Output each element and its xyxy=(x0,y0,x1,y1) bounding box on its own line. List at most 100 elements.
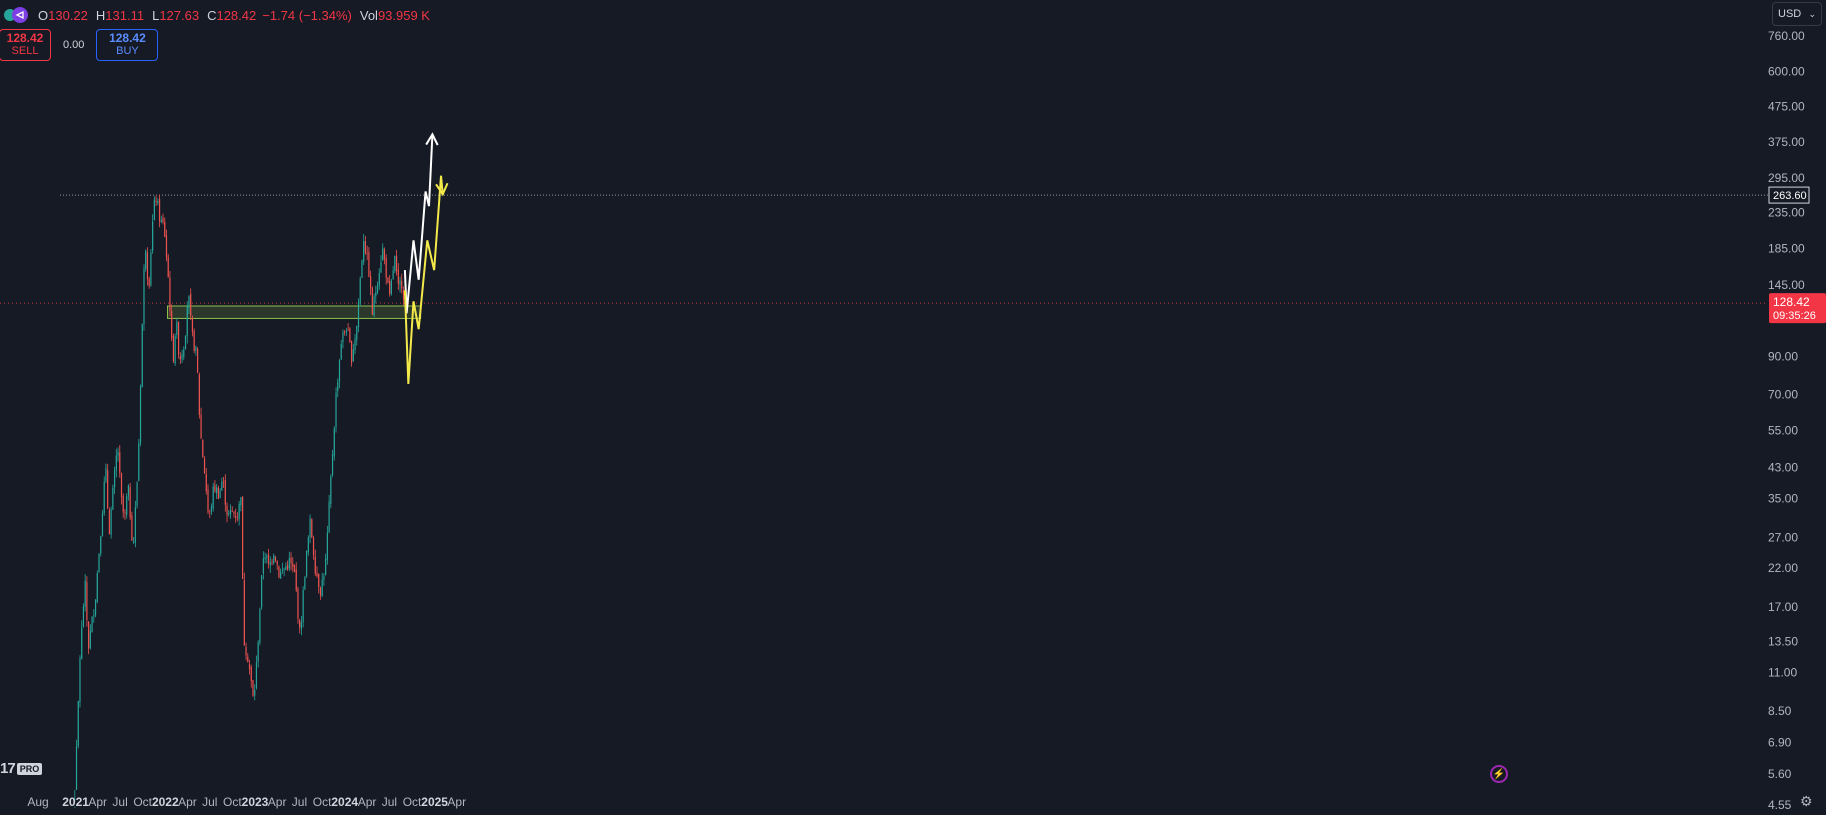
y-tick-label: 43.00 xyxy=(1768,461,1798,475)
candle-body xyxy=(179,356,181,360)
x-tick-label: Oct xyxy=(313,795,332,809)
candle-body xyxy=(370,275,372,289)
candle-body xyxy=(193,331,195,351)
candle-body xyxy=(217,487,219,500)
candle-body xyxy=(198,374,200,415)
candle-body xyxy=(119,452,121,473)
candle-body xyxy=(248,664,251,670)
tradingview-logo[interactable]: 17 PRO xyxy=(0,760,43,777)
candle-body xyxy=(402,290,405,300)
candle-body xyxy=(380,261,382,273)
support-zone xyxy=(167,305,422,319)
candle-body xyxy=(169,277,171,311)
candle-body xyxy=(255,662,258,688)
projection-white-path xyxy=(403,134,434,314)
candle-body xyxy=(373,296,375,316)
candle-body xyxy=(331,454,334,476)
candle-body xyxy=(385,257,387,278)
sell-button[interactable]: 128.42 SELL xyxy=(0,29,51,61)
candle-body xyxy=(280,572,282,579)
candle-body xyxy=(235,515,237,519)
symbol-icons[interactable] xyxy=(4,7,28,23)
candle-body xyxy=(100,536,102,554)
candle-body xyxy=(321,579,323,596)
candle-body xyxy=(207,489,209,512)
projection-white-path-arrowhead xyxy=(425,132,439,146)
candle-body xyxy=(160,220,162,223)
projection-yellow-path-arrowhead xyxy=(435,182,449,197)
candle-body xyxy=(141,323,143,388)
settings-gear-icon[interactable]: ⚙ xyxy=(1800,793,1813,809)
candle-body xyxy=(138,443,140,481)
y-tick-label: 6.90 xyxy=(1768,735,1792,749)
candle-body xyxy=(357,302,360,328)
candle-body xyxy=(226,505,228,516)
y-tick-label: 760.00 xyxy=(1768,29,1805,43)
trade-panel: 128.42 SELL 0.00 128.42 BUY xyxy=(0,29,159,61)
low-label: L xyxy=(152,7,160,23)
candle-body xyxy=(81,627,83,660)
x-tick-label: 2023 xyxy=(242,795,269,809)
y-tick-label: 375.00 xyxy=(1768,135,1805,149)
candle-body xyxy=(190,293,192,316)
candle-body xyxy=(389,280,391,294)
candle-body xyxy=(264,557,266,560)
candle-body xyxy=(148,278,150,287)
y-tick-label: 475.00 xyxy=(1768,100,1805,114)
candle-body xyxy=(222,482,225,483)
high-label: H xyxy=(95,7,106,23)
candle-body xyxy=(371,288,373,315)
buy-price: 128.42 xyxy=(109,31,146,45)
candle-body xyxy=(328,501,330,532)
candle-body xyxy=(293,564,296,572)
volume-value: 93.959 K xyxy=(377,7,430,23)
candle-body xyxy=(84,580,86,607)
buy-label: BUY xyxy=(116,45,139,57)
candle-body xyxy=(195,346,197,351)
y-tick-label: 70.00 xyxy=(1768,387,1798,401)
candle-body xyxy=(242,496,244,579)
y-tick-label: 17.00 xyxy=(1768,600,1798,614)
open-label: O xyxy=(38,7,49,23)
candle-body xyxy=(162,218,164,222)
sell-label: SELL xyxy=(11,45,39,57)
candle-body xyxy=(316,572,318,577)
candle-body xyxy=(383,249,386,260)
candle-body xyxy=(278,566,280,578)
buy-button[interactable]: 128.42 BUY xyxy=(96,29,159,61)
candle-body xyxy=(363,241,365,262)
x-tick-label: Jul xyxy=(382,795,397,809)
candle-body xyxy=(171,310,173,338)
x-tick-label: Jul xyxy=(202,795,217,809)
candle-body xyxy=(86,582,88,620)
candle-body xyxy=(236,519,239,521)
y-tick-label: 4.55 xyxy=(1768,798,1792,812)
candle-body xyxy=(200,414,202,439)
candle-body xyxy=(167,256,169,278)
open-value: 130.22 xyxy=(48,7,88,23)
candle-body xyxy=(271,562,273,564)
candle-body xyxy=(243,579,245,646)
y-tick-label: 55.00 xyxy=(1768,424,1798,438)
candle-body xyxy=(164,221,166,237)
y-tick-label: 13.50 xyxy=(1768,635,1798,649)
candle-body xyxy=(108,509,110,535)
candle-body xyxy=(247,656,249,662)
candle-body xyxy=(120,473,123,498)
candle-body xyxy=(387,277,389,283)
candle-body xyxy=(93,615,95,617)
candle-body xyxy=(323,576,325,580)
candle-body xyxy=(337,382,339,392)
x-tick-label: Apr xyxy=(178,795,197,809)
candle-body xyxy=(221,481,223,491)
candle-body xyxy=(274,557,277,561)
x-tick-label: 2025 xyxy=(421,795,448,809)
close-label: C xyxy=(207,7,217,23)
candle-body xyxy=(240,497,242,506)
currency-select[interactable]: USD ⌄ xyxy=(1772,2,1822,26)
lightning-icon[interactable]: ⚡ xyxy=(1490,765,1508,783)
candle-body xyxy=(364,241,367,253)
candle-body xyxy=(176,322,178,335)
candle-body xyxy=(155,201,157,202)
